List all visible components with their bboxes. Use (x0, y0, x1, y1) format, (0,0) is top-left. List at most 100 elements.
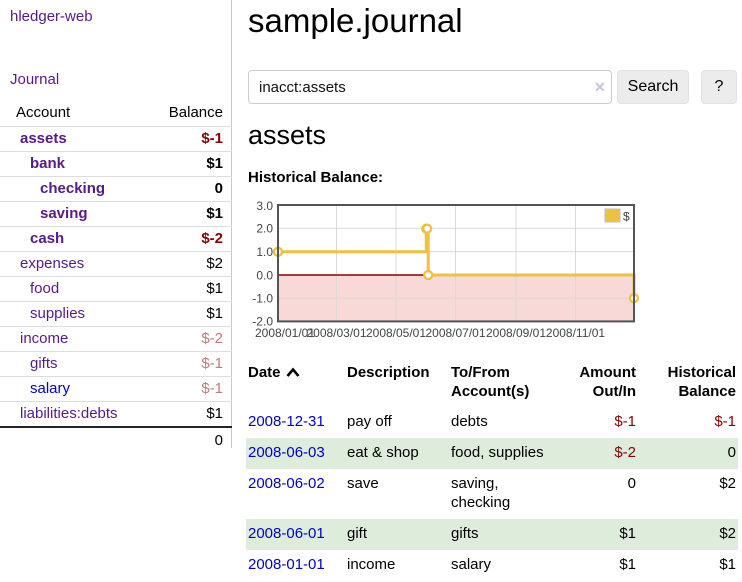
account-link[interactable]: supplies (30, 305, 86, 322)
clear-search-icon[interactable]: ✕ (594, 79, 606, 95)
transaction-amount: $1 (619, 556, 636, 573)
account-link[interactable]: income (20, 330, 69, 347)
transaction-date-link[interactable]: 2008-06-02 (248, 475, 325, 492)
account-row: food $1 (0, 276, 232, 302)
description-column-header: Description (347, 364, 430, 381)
svg-text:2008/11/01: 2008/11/01 (546, 326, 605, 340)
sidebar-item-journal[interactable]: Journal (10, 71, 60, 88)
amount-column-header: Amount Out/In (579, 364, 636, 400)
transaction-date-link[interactable]: 2008-12-31 (248, 413, 325, 430)
register-table: Date Description To/From Account(s) Amou… (246, 361, 738, 581)
balance-series (272, 223, 640, 304)
legend-swatch-icon (604, 208, 621, 223)
legend-label: $ (623, 210, 630, 224)
transaction-balance: 0 (727, 444, 736, 461)
account-row: assets $-1 (0, 126, 232, 152)
account-link[interactable]: liabilities:debts (20, 405, 118, 422)
transaction-balance: $1 (719, 556, 736, 573)
accounts-tree-table: Account Balance assets $-1 bank $1 check… (0, 101, 232, 453)
svg-text:-2.0: -2.0 (252, 315, 273, 329)
search-input[interactable] (248, 70, 612, 104)
transaction-description: save (347, 475, 379, 492)
balance-column-header: Balance (168, 104, 223, 121)
transaction-description: income (347, 556, 396, 573)
search-button[interactable]: Search (617, 70, 689, 104)
transaction-date-link[interactable]: 2008-06-01 (248, 525, 325, 542)
svg-text:2008/01/01: 2008/01/01 (255, 326, 315, 340)
accounts-header-row: Account Balance (0, 101, 232, 127)
account-link[interactable]: assets (20, 130, 67, 147)
accounts-column-header: To/From Account(s) (451, 364, 530, 400)
date-column-header[interactable]: Date (246, 361, 345, 407)
account-balance: $-2 (201, 330, 223, 347)
transaction-accounts: saving, checking (451, 475, 511, 511)
account-balance: $-2 (201, 230, 223, 247)
account-row: expenses $2 (0, 251, 232, 277)
historical-balance-chart: $ 3.0 2.0 1.0 0.0 -1.0 -2.0 2008/01/01 2… (252, 200, 640, 340)
account-row: checking 0 (0, 176, 232, 202)
transaction-row: 2008-12-31 pay off debts $-1 $-1 (246, 407, 738, 438)
accounts-total-balance: 0 (214, 432, 223, 449)
balance-column-header: Historical Balance (667, 364, 736, 400)
account-row: bank $1 (0, 151, 232, 177)
transaction-row: 2008-06-02 save saving, checking 0 $2 (246, 469, 738, 519)
transaction-amount: 0 (627, 475, 636, 492)
transaction-accounts: food, supplies (451, 444, 544, 461)
transaction-date-link[interactable]: 2008-06-03 (248, 444, 325, 461)
chart-legend: $ (604, 208, 630, 224)
transaction-description: eat & shop (347, 444, 419, 461)
account-balance: $1 (206, 155, 223, 172)
account-column-header: Account (16, 104, 71, 121)
transaction-row: 2008-01-01 income salary $1 $1 (246, 550, 738, 581)
account-link[interactable]: food (30, 280, 60, 297)
transaction-date-link[interactable]: 2008-01-01 (248, 556, 325, 573)
account-row: saving $1 (0, 201, 232, 227)
x-axis-labels: 2008/01/01 2008/03/01 2008/05/01 2008/07… (255, 326, 605, 340)
plot-border (277, 204, 635, 323)
svg-text:3.0: 3.0 (256, 200, 273, 213)
transaction-accounts: salary (451, 556, 492, 573)
account-row: salary $-1 (0, 376, 232, 402)
account-link[interactable]: expenses (20, 255, 85, 272)
account-link[interactable]: bank (30, 155, 66, 172)
account-balance: $1 (206, 305, 223, 322)
account-link[interactable]: checking (40, 180, 106, 197)
sidebar: hledger-web Journal Account Balance asse… (0, 0, 232, 449)
account-row: liabilities:debts $1 (0, 401, 232, 428)
svg-text:0.0: 0.0 (256, 269, 273, 283)
transaction-balance: $2 (719, 475, 736, 492)
chart-title: Historical Balance: (248, 169, 384, 186)
svg-text:2008/09/01: 2008/09/01 (486, 326, 546, 340)
app-brand-link[interactable]: hledger-web (10, 8, 93, 25)
account-balance: $1 (206, 205, 223, 222)
transaction-amount: $-2 (614, 444, 636, 461)
account-row: gifts $-1 (0, 351, 232, 377)
register-header-row: Date Description To/From Account(s) Amou… (246, 361, 738, 407)
y-axis-labels: 3.0 2.0 1.0 0.0 -1.0 -2.0 (252, 200, 273, 329)
account-balance: $2 (206, 255, 223, 272)
svg-text:2008/03/01: 2008/03/01 (306, 326, 366, 340)
account-row: income $-2 (0, 326, 232, 352)
help-button[interactable]: ? (701, 70, 737, 104)
account-balance: 0 (214, 180, 223, 197)
account-balance: $-1 (201, 380, 223, 397)
search-form: ✕ Search ? (248, 70, 742, 104)
account-balance: $1 (206, 405, 223, 422)
account-row: cash $-2 (0, 226, 232, 252)
transaction-row: 2008-06-01 gift gifts $1 $2 (246, 519, 738, 550)
svg-text:2.0: 2.0 (256, 222, 273, 236)
svg-text:2008/07/01: 2008/07/01 (425, 326, 485, 340)
account-link[interactable]: saving (40, 205, 88, 222)
account-link[interactable]: salary (30, 380, 71, 397)
account-link[interactable]: cash (30, 230, 65, 247)
svg-text:2008/05/01: 2008/05/01 (366, 326, 426, 340)
account-balance: $1 (206, 280, 223, 297)
sort-ascending-icon (286, 367, 300, 377)
svg-text:-1.0: -1.0 (252, 292, 273, 306)
transaction-accounts: gifts (451, 525, 479, 542)
transaction-balance: $-1 (714, 413, 736, 430)
transaction-accounts: debts (451, 413, 488, 430)
account-link[interactable]: gifts (30, 355, 58, 372)
page-title: sample.journal (248, 2, 463, 39)
account-heading: assets (248, 120, 327, 150)
